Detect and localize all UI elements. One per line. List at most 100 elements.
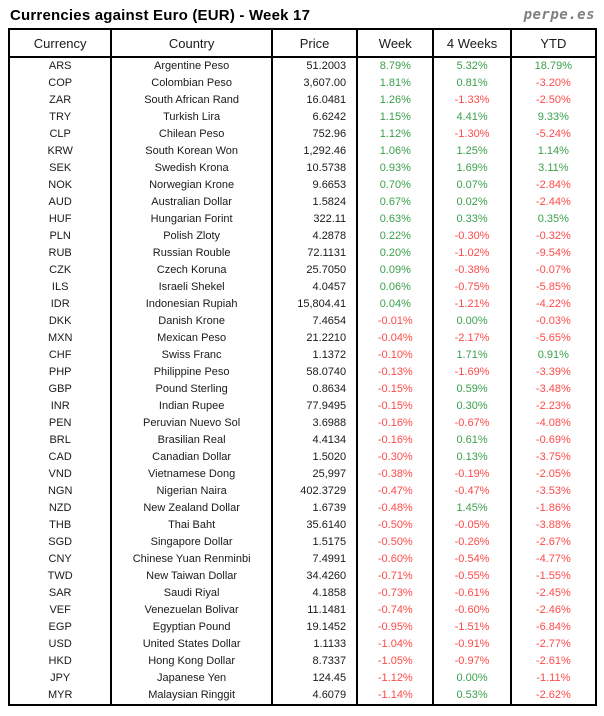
currency-code-cell: CNY — [7, 551, 113, 568]
week-cell: -1.04% — [356, 636, 435, 653]
table-header: Currency Country Price Week 4 Weeks YTD — [7, 28, 598, 58]
currency-code-cell: RUB — [7, 245, 113, 262]
ytd-cell: -2.62% — [509, 687, 598, 705]
currency-code-cell: COP — [7, 75, 113, 92]
week-cell: -0.04% — [356, 330, 435, 347]
currency-code-cell: NGN — [7, 483, 113, 500]
country-cell: Brasilian Real — [110, 432, 273, 449]
column-header-ytd: YTD — [509, 28, 598, 58]
price-cell: 16.0481 — [270, 92, 359, 109]
currency-code-cell: CLP — [7, 126, 113, 143]
currency-code-cell: HKD — [7, 653, 113, 670]
week-cell: 1.26% — [356, 92, 435, 109]
ytd-cell: -2.84% — [509, 177, 598, 194]
ytd-cell: 0.91% — [509, 347, 598, 364]
country-cell: Hungarian Forint — [110, 211, 273, 228]
currency-code-cell: DKK — [7, 313, 113, 330]
four-weeks-cell: 0.53% — [432, 687, 512, 705]
column-header-4weeks: 4 Weeks — [432, 28, 512, 58]
header-row: Currency Country Price Week 4 Weeks YTD — [7, 28, 598, 58]
currency-code-cell: SAR — [7, 585, 113, 602]
country-cell: Singapore Dollar — [110, 534, 273, 551]
table-row: THB Thai Baht 35.6140 -0.50% -0.05% -3.88% — [7, 517, 598, 534]
week-cell: -0.71% — [356, 568, 435, 585]
table-row: NZD New Zealand Dollar 1.6739 -0.48% 1.45% -1… — [7, 500, 598, 517]
table-row: ILS Israeli Shekel 4.0457 0.06% -0.75% -5.85% — [7, 279, 598, 296]
ytd-cell: -2.46% — [509, 602, 598, 619]
table-row: HUF Hungarian Forint 322.11 0.63% 0.33% 0.35% — [7, 211, 598, 228]
price-cell: 7.4991 — [270, 551, 359, 568]
week-cell: 0.06% — [356, 279, 435, 296]
currency-code-cell: THB — [7, 517, 113, 534]
four-weeks-cell: -0.75% — [432, 279, 512, 296]
four-weeks-cell: 0.02% — [432, 194, 512, 211]
country-cell: New Taiwan Dollar — [110, 568, 273, 585]
currency-code-cell: SGD — [7, 534, 113, 551]
ytd-cell: 3.11% — [509, 160, 598, 177]
table-row: INR Indian Rupee 77.9495 -0.15% 0.30% -2.23% — [7, 398, 598, 415]
four-weeks-cell: -0.61% — [432, 585, 512, 602]
price-cell: 58.0740 — [270, 364, 359, 381]
four-weeks-cell: -0.54% — [432, 551, 512, 568]
price-cell: 4.0457 — [270, 279, 359, 296]
price-cell: 4.4134 — [270, 432, 359, 449]
four-weeks-cell: 0.00% — [432, 670, 512, 687]
currency-code-cell: ARS — [7, 57, 113, 75]
table-row: DKK Danish Krone 7.4654 -0.01% 0.00% -0.03% — [7, 313, 598, 330]
table-row: EGP Egyptian Pound 19.1452 -0.95% -1.51% -6.8… — [7, 619, 598, 636]
price-cell: 1,292.46 — [270, 143, 359, 160]
country-cell: Russian Rouble — [110, 245, 273, 262]
week-cell: -0.01% — [356, 313, 435, 330]
price-cell: 8.7337 — [270, 653, 359, 670]
week-cell: 0.22% — [356, 228, 435, 245]
four-weeks-cell: -1.51% — [432, 619, 512, 636]
price-cell: 402.3729 — [270, 483, 359, 500]
ytd-cell: -5.85% — [509, 279, 598, 296]
week-cell: 1.06% — [356, 143, 435, 160]
currency-code-cell: NOK — [7, 177, 113, 194]
four-weeks-cell: 0.30% — [432, 398, 512, 415]
price-cell: 4.2878 — [270, 228, 359, 245]
ytd-cell: -0.69% — [509, 432, 598, 449]
ytd-cell: -2.67% — [509, 534, 598, 551]
ytd-cell: -2.50% — [509, 92, 598, 109]
ytd-cell: -1.55% — [509, 568, 598, 585]
price-cell: 72.1131 — [270, 245, 359, 262]
currency-code-cell: INR — [7, 398, 113, 415]
price-cell: 77.9495 — [270, 398, 359, 415]
country-cell: Argentine Peso — [110, 57, 273, 75]
ytd-cell: -3.88% — [509, 517, 598, 534]
table-row: CHF Swiss Franc 1.1372 -0.10% 1.71% 0.91% — [7, 347, 598, 364]
week-cell: -0.16% — [356, 415, 435, 432]
currency-code-cell: VND — [7, 466, 113, 483]
week-cell: -1.12% — [356, 670, 435, 687]
country-cell: Australian Dollar — [110, 194, 273, 211]
table-row: IDR Indonesian Rupiah 15,804.41 0.04% -1.21%… — [7, 296, 598, 313]
country-cell: Chinese Yuan Renminbi — [110, 551, 273, 568]
country-cell: Hong Kong Dollar — [110, 653, 273, 670]
currency-code-cell: PLN — [7, 228, 113, 245]
price-cell: 25,997 — [270, 466, 359, 483]
four-weeks-cell: -0.26% — [432, 534, 512, 551]
ytd-cell: -4.22% — [509, 296, 598, 313]
week-cell: -0.16% — [356, 432, 435, 449]
four-weeks-cell: -0.60% — [432, 602, 512, 619]
four-weeks-cell: -1.33% — [432, 92, 512, 109]
table-row: AUD Australian Dollar 1.5824 0.67% 0.02% -2.4… — [7, 194, 598, 211]
price-cell: 3,607.00 — [270, 75, 359, 92]
price-cell: 51.2003 — [270, 57, 359, 75]
currency-code-cell: VEF — [7, 602, 113, 619]
week-cell: -1.14% — [356, 687, 435, 705]
four-weeks-cell: -0.30% — [432, 228, 512, 245]
country-cell: Nigerian Naira — [110, 483, 273, 500]
ytd-cell: -2.05% — [509, 466, 598, 483]
four-weeks-cell: -0.19% — [432, 466, 512, 483]
currency-code-cell: ZAR — [7, 92, 113, 109]
ytd-cell: -1.86% — [509, 500, 598, 517]
currency-code-cell: ILS — [7, 279, 113, 296]
currency-code-cell: KRW — [7, 143, 113, 160]
week-cell: 1.81% — [356, 75, 435, 92]
table-row: MXN Mexican Peso 21.2210 -0.04% -2.17% -5.65% — [7, 330, 598, 347]
currency-code-cell: SEK — [7, 160, 113, 177]
week-cell: -0.60% — [356, 551, 435, 568]
